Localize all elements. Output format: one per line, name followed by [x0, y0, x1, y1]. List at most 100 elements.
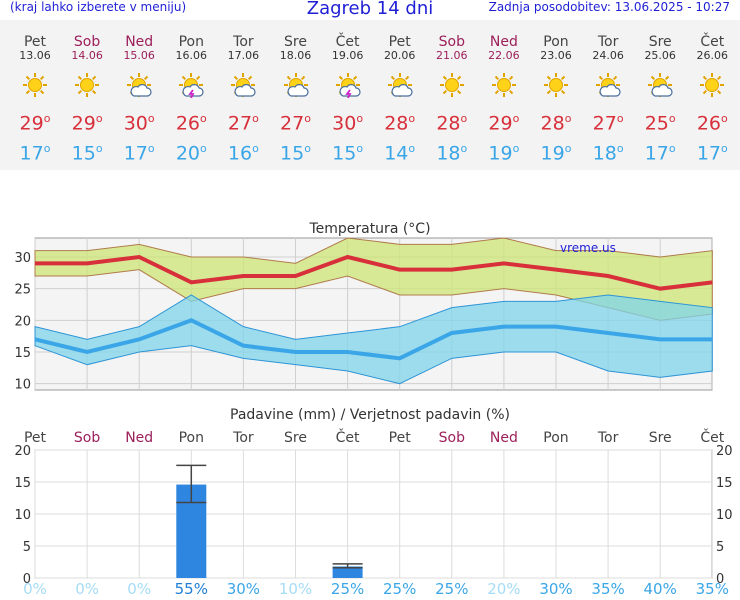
- day-date: 19.06: [331, 49, 364, 62]
- day-date: 22.06: [488, 49, 520, 62]
- day-date: 26.06: [696, 49, 729, 62]
- day-column: Čet 26.06 26o 17o: [686, 20, 738, 170]
- min-temp-range-band: [34, 294, 713, 385]
- precip-x-label: Pon: [179, 430, 204, 446]
- precip-x-label: Pet: [24, 430, 47, 446]
- sun-cloud-icon: [647, 72, 673, 98]
- day-column: Ned 15.06 30o 17o: [113, 20, 165, 170]
- precip-x-label: Tor: [232, 430, 254, 446]
- precip-x-label: Sob: [74, 430, 100, 446]
- precip-x-label: Pon: [543, 430, 568, 446]
- rain-probability: 30%: [226, 580, 261, 598]
- rain-probability: 0%: [127, 580, 152, 598]
- day-date: 25.06: [644, 49, 676, 62]
- precip-y-tick-left: 5: [23, 540, 31, 555]
- day-name: Sob: [73, 34, 101, 50]
- rain-probability: 35%: [591, 580, 625, 598]
- sun-cloud-icon: [387, 72, 413, 98]
- sun-cloud-storm-icon: [178, 72, 204, 99]
- max-temp: 27o: [227, 112, 259, 135]
- day-date: 16.06: [175, 49, 208, 62]
- sun-cloud-icon: [126, 72, 152, 98]
- precip-y-tick-right: 10: [716, 508, 733, 523]
- max-temp: 29o: [71, 112, 103, 135]
- precip-x-label: Čet: [336, 428, 360, 446]
- day-name: Tor: [597, 34, 619, 50]
- sun-cloud-icon: [595, 72, 621, 98]
- day-name: Sre: [284, 34, 307, 50]
- last-updated: Zadnja posodobitev: 13.06.2025 - 10:27: [488, 0, 730, 14]
- temp-series-line: [34, 318, 713, 361]
- precip-y-tick-right: 0: [716, 572, 724, 587]
- day-date: 18.06: [279, 49, 312, 62]
- min-temp: 17o: [644, 142, 676, 165]
- rain-probability: 25%: [435, 580, 469, 598]
- precip-x-label: Sre: [284, 430, 307, 446]
- day-name: Pet: [388, 34, 411, 50]
- min-temp: 18o: [436, 142, 468, 165]
- max-temp: 26o: [175, 112, 207, 135]
- min-temp: 20o: [175, 142, 207, 165]
- sun-icon: [74, 72, 100, 98]
- rain-probability: 35%: [695, 580, 729, 598]
- sun-cloud-icon: [283, 72, 309, 98]
- day-column: Sre 25.06 25o 17o: [634, 20, 686, 170]
- precip-y-tick-right: 20: [716, 444, 733, 459]
- precip-x-label: Ned: [490, 430, 518, 446]
- sun-cloud-icon: [230, 72, 256, 98]
- temp-chart-title: Temperatura (°C): [308, 221, 430, 237]
- temp-series-line: [35, 254, 713, 291]
- max-temp: 25o: [644, 112, 676, 135]
- day-date: 21.06: [436, 49, 468, 62]
- precip-x-label: Ned: [125, 430, 153, 446]
- max-temp: 26o: [696, 112, 728, 135]
- day-column: Sob 14.06 29o 15o: [61, 20, 113, 170]
- min-temp: 17o: [19, 142, 51, 165]
- sun-icon: [439, 72, 465, 98]
- precip-x-label: Sob: [439, 430, 465, 446]
- day-date: 14.06: [71, 49, 103, 62]
- precip-x-label: Čet: [700, 428, 724, 446]
- day-column: Sre 18.06 27o 15o: [270, 20, 322, 170]
- sun-icon: [699, 72, 725, 98]
- max-temp: 27o: [592, 112, 624, 135]
- max-temp: 30o: [332, 112, 364, 135]
- precip-y-tick-left: 15: [14, 476, 31, 491]
- max-temp: 30o: [123, 112, 155, 135]
- min-temp: 16o: [227, 142, 259, 165]
- precip-y-tick-right: 5: [716, 540, 724, 555]
- day-date: 15.06: [123, 49, 155, 62]
- day-column: Tor 17.06 27o 16o: [217, 20, 269, 170]
- day-column: Tor 24.06 27o 18o: [582, 20, 634, 170]
- day-name: Sob: [438, 34, 465, 50]
- day-column: Čet 19.06 30o 15o: [322, 20, 374, 170]
- day-column: Pet 13.06 29o 17o: [9, 20, 61, 170]
- rain-probability: 55%: [174, 580, 208, 598]
- day-date: 24.06: [592, 49, 624, 62]
- min-temp: 15o: [71, 142, 103, 165]
- rain-probability: 30%: [539, 580, 573, 598]
- temp-y-tick: 30: [14, 251, 31, 266]
- temp-y-tick: 10: [14, 378, 31, 393]
- day-column: Pon 16.06 26o 20o: [165, 20, 217, 170]
- max-temp: 28o: [384, 112, 416, 135]
- rain-probability: 25%: [330, 580, 365, 598]
- max-temp: 28o: [436, 112, 468, 135]
- day-name: Sre: [648, 34, 672, 50]
- min-temp: 15o: [332, 142, 364, 165]
- day-name: Pon: [178, 34, 204, 50]
- min-temp: 15o: [280, 142, 311, 165]
- day-name: Pet: [23, 34, 47, 50]
- precip-y-tick-left: 10: [14, 508, 31, 523]
- precip-y-tick-right: 15: [716, 476, 733, 491]
- min-temp: 17o: [123, 142, 155, 165]
- precip-chart-title: Padavine (mm) / Verjetnost padavin (%): [230, 407, 510, 423]
- day-name: Pon: [543, 34, 569, 50]
- sun-icon: [543, 72, 569, 98]
- max-temp: 27o: [280, 112, 311, 135]
- day-name: Ned: [125, 34, 154, 50]
- max-temp: 29o: [19, 112, 51, 135]
- min-temp: 19o: [488, 142, 520, 165]
- min-temp: 14o: [384, 142, 416, 165]
- precip-y-tick-left: 20: [14, 444, 31, 459]
